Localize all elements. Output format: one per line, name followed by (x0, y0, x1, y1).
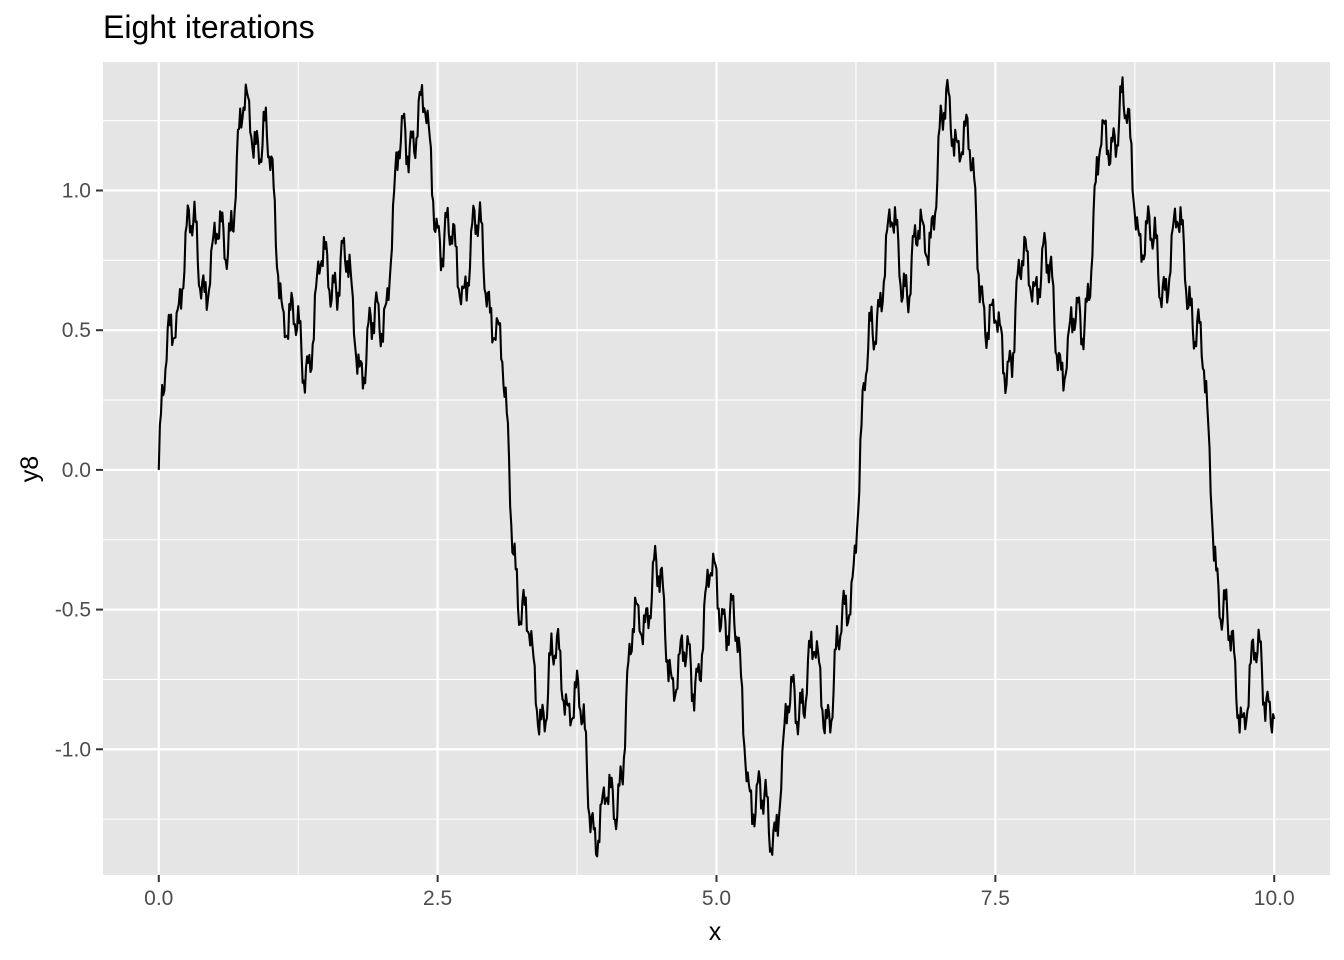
y-tick-label: 1.0 (62, 180, 91, 203)
grid-lines (103, 62, 1330, 875)
y-axis-title: y8 (16, 456, 44, 482)
y-tick-label: -0.5 (55, 599, 91, 622)
y-axis: -1.0 -0.5 0.0 0.5 1.0 (55, 180, 103, 761)
x-tick-label: 5.0 (702, 887, 731, 910)
series-layer (157, 76, 1276, 858)
x-tick-label: 10.0 (1254, 887, 1295, 910)
x-tick-label: 7.5 (981, 887, 1010, 910)
y-tick-label: 0.5 (62, 319, 91, 342)
x-axis-title: x (709, 918, 722, 946)
x-tick-label: 2.5 (423, 887, 452, 910)
series-line-y8 (157, 76, 1276, 858)
chart-title: Eight iterations (103, 9, 315, 45)
y-tick-label: 0.0 (62, 459, 91, 482)
x-tick-label: 0.0 (144, 887, 173, 910)
y-tick-label: -1.0 (55, 738, 91, 761)
x-axis: 0.0 2.5 5.0 7.5 10.0 (144, 875, 1295, 910)
